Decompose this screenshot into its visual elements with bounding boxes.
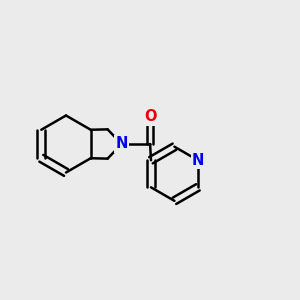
Text: N: N <box>116 136 128 152</box>
Text: N: N <box>192 153 204 168</box>
Text: O: O <box>144 110 156 124</box>
